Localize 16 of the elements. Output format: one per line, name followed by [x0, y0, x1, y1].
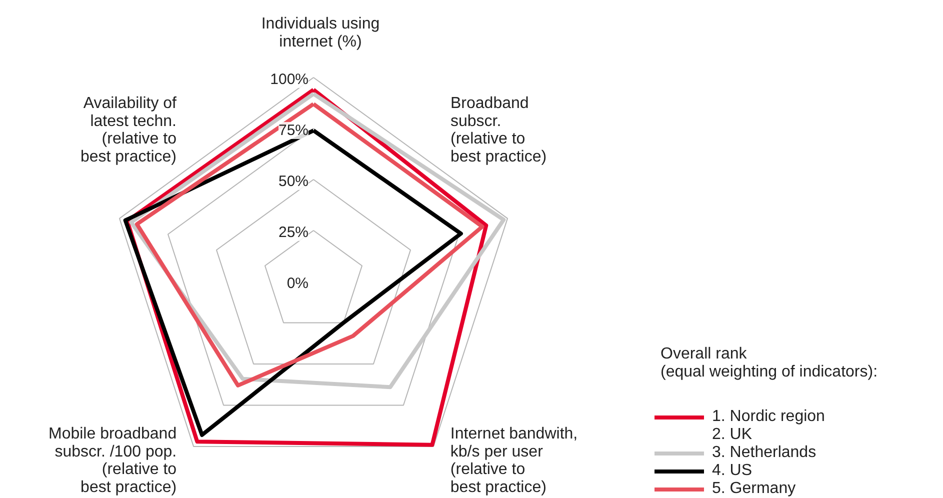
y-tick-label: 50% — [278, 173, 309, 190]
legend-label: 4. US — [712, 462, 752, 480]
spoke-label: Availability of latest techn. (relative to best practice) — [80, 94, 178, 166]
spoke-label: Broadband subscr. (relative to best practice) — [450, 94, 547, 166]
spoke-label: Individuals using internet (%) — [261, 16, 380, 50]
legend-label: 1. Nordic region — [712, 408, 825, 426]
y-tick-label: 75% — [278, 122, 309, 139]
y-tick-label: 100% — [270, 71, 309, 88]
series-label: 2. UK — [712, 426, 752, 444]
legend-title: Overall rank (equal weighting of indicators): — [660, 346, 878, 380]
spoke-label: Internet bandwith, kb/s per user (relative to best practice) — [450, 426, 578, 496]
y-tick-label: 0% — [286, 275, 309, 292]
legend-label: 5. Germany — [712, 480, 796, 498]
spoke-label: Mobile broadband subscr. /100 pop. (relative to best practice) — [48, 426, 177, 496]
legend-label: 3. Netherlands — [712, 444, 816, 462]
y-tick-label: 25% — [278, 224, 309, 241]
